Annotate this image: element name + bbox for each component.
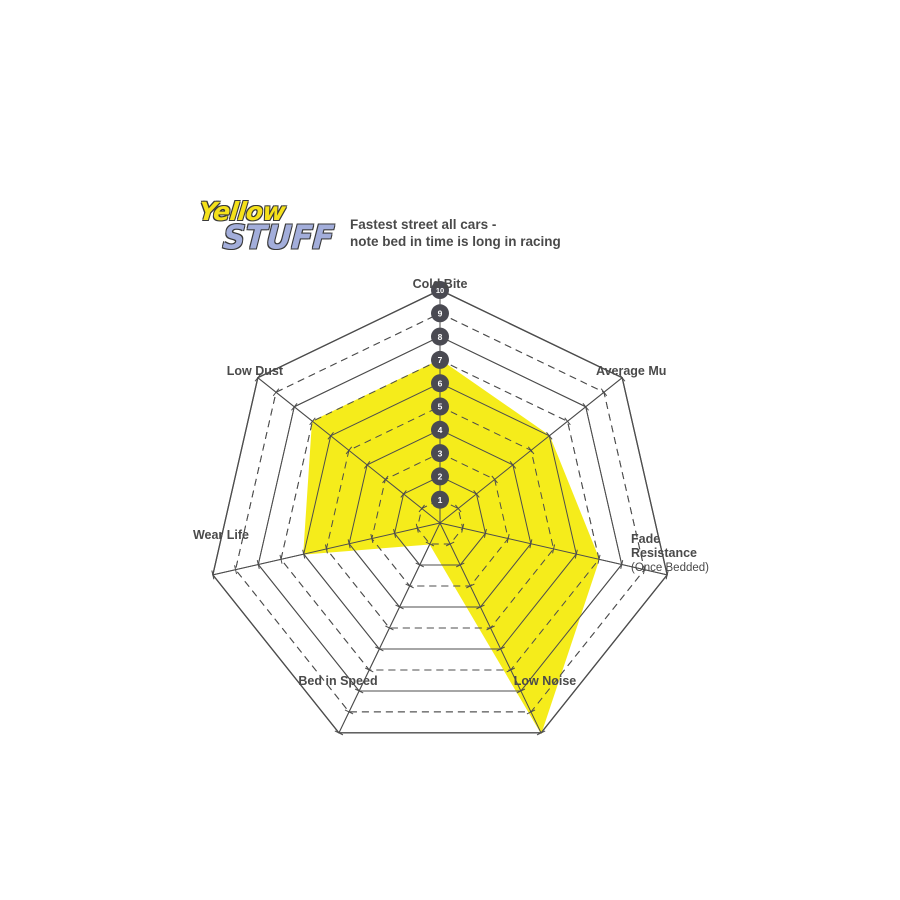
- axis-label-fade-resistance-note: (Once Bedded): [631, 562, 709, 574]
- scale-badge-4: 4: [431, 420, 449, 439]
- radar-axis-labels: Cold Bite Average Mu Fade Resistance (On…: [193, 277, 709, 688]
- scale-badge-label: 4: [438, 425, 443, 435]
- scale-badge-9: 9: [431, 304, 449, 323]
- scale-badge-label: 1: [438, 495, 443, 505]
- radar-ring-level-8: [257, 336, 623, 692]
- scale-badge-circle: [431, 304, 449, 323]
- headline-text: Fastest street all cars - note bed in ti…: [350, 216, 561, 250]
- scale-badge-10: 10: [431, 281, 449, 299]
- radar-tickmark: [385, 625, 394, 631]
- radar-tickmark: [344, 709, 354, 715]
- scale-badge-circle: [431, 397, 449, 416]
- scale-badge-5: 5: [431, 397, 449, 416]
- radar-ring-level-9: [235, 312, 645, 713]
- radar-ring-level-10: [212, 289, 668, 734]
- radar-ring-level-3: [371, 452, 509, 587]
- scale-badge-circle: [431, 444, 449, 463]
- scale-badge-label: 6: [438, 378, 443, 388]
- radar-grid-rings-overlay: [212, 289, 668, 734]
- scale-badge-circle: [431, 281, 449, 299]
- scale-badge-label: 10: [436, 286, 444, 295]
- headline-line-2: note bed in time is long in racing: [350, 234, 561, 249]
- scale-badge-label: 2: [438, 472, 443, 482]
- scale-badge-circle: [431, 490, 449, 509]
- scale-badge-8: 8: [431, 327, 449, 346]
- chart-header: Yellow STUFF Fastest street all cars - n…: [195, 195, 615, 267]
- radar-ring-level-7: [280, 359, 600, 671]
- scale-badge-label: 7: [438, 355, 443, 365]
- axis-label-low-dust: Low Dust: [227, 364, 284, 378]
- radar-tickmark: [272, 388, 280, 397]
- radar-tickmark: [279, 554, 283, 564]
- scale-badge-3: 3: [431, 444, 449, 463]
- scale-badge-label: 9: [438, 309, 443, 319]
- radar-scale-badges: 1 2 3 4 5 6 7 8 9 10: [431, 281, 449, 509]
- axis-label-fade-resistance-line1: Fade: [631, 532, 660, 546]
- axis-label-fade-resistance-line2: Resistance: [631, 546, 697, 560]
- radar-ring-level-2: [394, 475, 486, 566]
- scale-badge-1: 1: [431, 490, 449, 509]
- scale-badge-circle: [431, 327, 449, 346]
- radar-tickmark: [564, 417, 571, 426]
- axis-label-average-mu: Average Mu: [596, 364, 666, 378]
- scale-badge-circle: [431, 420, 449, 439]
- scale-badge-circle: [431, 467, 449, 486]
- axis-label-cold-bite: Cold Bite: [413, 277, 468, 291]
- scale-badge-label: 5: [438, 402, 443, 412]
- radar-tickmark: [234, 565, 238, 575]
- axis-label-low-noise: Low Noise: [514, 674, 577, 688]
- radar-ring-level-6: [303, 382, 577, 650]
- scale-badge-2: 2: [431, 467, 449, 486]
- scale-badge-circle: [431, 374, 449, 393]
- axis-label-bed-in-speed: Bed in Speed: [298, 674, 377, 688]
- headline-line-1: Fastest street all cars -: [350, 217, 497, 232]
- radar-tickmark: [455, 504, 462, 513]
- radar-tickmark: [552, 544, 556, 554]
- scale-badge-6: 6: [431, 374, 449, 393]
- radar-tickmark: [309, 417, 316, 426]
- scale-badge-label: 8: [438, 332, 443, 342]
- radar-ring-level-4: [348, 429, 532, 608]
- scale-badge-7: 7: [431, 350, 449, 369]
- radar-tickmark: [597, 554, 601, 564]
- radar-ring-level-5: [325, 405, 555, 629]
- scale-badge-label: 3: [438, 448, 443, 458]
- radar-tickmark: [425, 541, 435, 547]
- axis-label-wear-life: Wear Life: [193, 528, 249, 542]
- scale-badge-circle: [431, 350, 449, 369]
